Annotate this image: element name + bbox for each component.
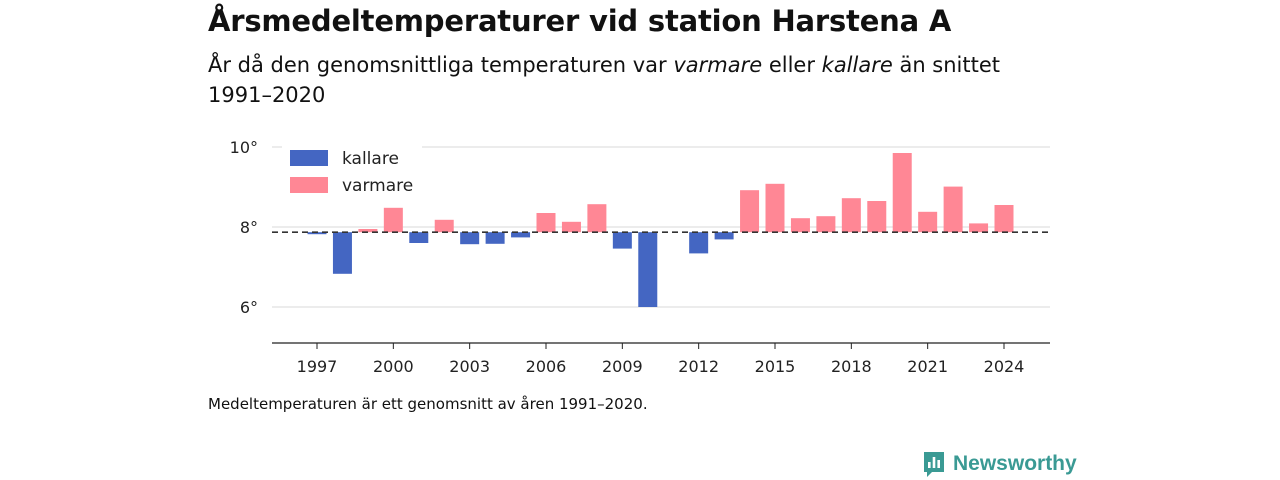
bar-2005 [511, 232, 531, 238]
bar-2017 [816, 216, 836, 233]
bar-chart: 6° 8° 10° 1997 2000 2003 2006 2009 2012 2015 2018 2… [230, 138, 1050, 376]
bar-2019 [867, 201, 887, 233]
bar-2001 [409, 232, 429, 243]
bar-2009 [612, 232, 632, 249]
axes: 6° 8° 10° 1997 2000 2003 2006 2009 2012 2015 2018 2… [230, 138, 1050, 376]
x-tick-label: 2018 [831, 357, 872, 376]
bar-1998 [332, 232, 352, 274]
bar-2010 [638, 232, 658, 307]
subtitle-pre: År då den genomsnittliga temperaturen va… [208, 53, 674, 77]
x-tick-label: 2006 [526, 357, 567, 376]
bar-2022 [943, 186, 963, 233]
bar-2020 [892, 153, 912, 233]
bar-2016 [790, 218, 810, 233]
y-tick-label: 10° [230, 138, 258, 157]
chart-title: Årsmedeltemperaturer vid station Harsten… [208, 4, 952, 38]
x-tick-label: 1997 [297, 357, 338, 376]
bar-2018 [841, 198, 861, 233]
bar-2023 [969, 223, 989, 233]
bars [307, 153, 1014, 307]
bar-1997 [307, 232, 327, 235]
legend-item-varmare-swatch [290, 177, 328, 193]
y-tick-label: 6° [240, 298, 258, 317]
subtitle-cold: kallare [821, 53, 893, 77]
subtitle-mid: eller [762, 53, 822, 77]
x-tick-label: 2003 [449, 357, 490, 376]
bar-2014 [740, 190, 760, 233]
bar-2003 [460, 232, 480, 245]
x-tick-label: 2009 [602, 357, 643, 376]
x-tick-label: 2024 [984, 357, 1025, 376]
legend-item-kallare-swatch [290, 150, 328, 166]
legend-item-varmare-label: varmare [342, 176, 413, 196]
x-tick-label: 2000 [373, 357, 414, 376]
bar-2002 [434, 219, 454, 233]
subtitle-warm: varmare [673, 53, 763, 77]
y-tick-label: 8° [240, 218, 258, 237]
chart-subtitle: År då den genomsnittliga temperaturen va… [208, 50, 1028, 110]
bar-2012 [689, 232, 709, 254]
x-tick-label: 2012 [678, 357, 719, 376]
bar-2015 [765, 183, 785, 233]
bar-2000 [383, 207, 403, 233]
legend-item-kallare-label: kallare [342, 149, 399, 169]
bar-2008 [587, 204, 607, 233]
subtitle-post: än snittet 1991–2020 [208, 53, 1001, 107]
brand[interactable]: Newsworthy [922, 450, 1077, 478]
bar-2007 [561, 221, 581, 233]
bar-2013 [714, 232, 734, 240]
bar-2004 [485, 232, 505, 244]
bar-1999 [358, 229, 378, 233]
bar-2024 [994, 205, 1014, 233]
brand-name: Newsworthy [953, 452, 1077, 475]
x-tick-label: 2015 [755, 357, 796, 376]
newsworthy-logo-icon [924, 452, 944, 477]
bar-2006 [536, 213, 556, 233]
bar-2021 [918, 211, 938, 233]
x-tick-label: 2021 [907, 357, 948, 376]
footnote: Medeltemperaturen är ett genomsnitt av å… [208, 395, 648, 413]
legend: kallare varmare [282, 142, 422, 202]
